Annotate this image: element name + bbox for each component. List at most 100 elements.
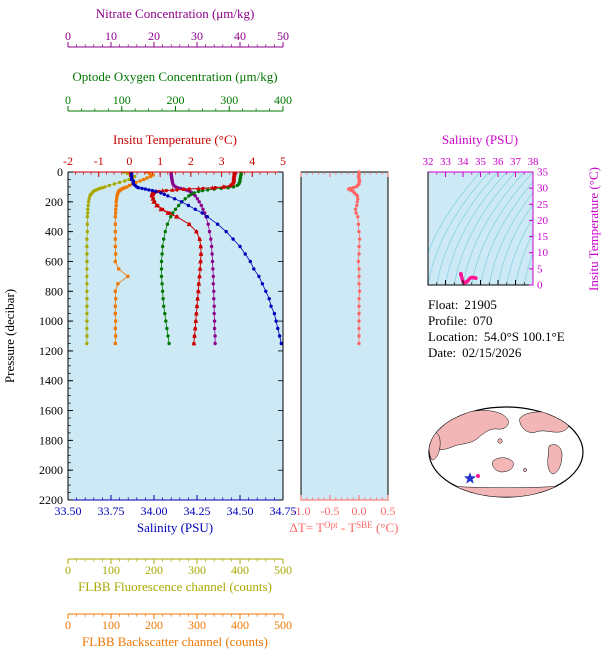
svg-text:200: 200 [145,563,163,577]
svg-text:33.50: 33.50 [55,504,82,518]
svg-text:32: 32 [423,156,434,168]
nitrate-axis-title: Nitrate Concentration (μm/kg) [96,6,255,21]
svg-text:1600: 1600 [39,404,63,418]
svg-text:34: 34 [458,156,470,168]
map-land-south-america [547,444,563,475]
svg-text:100: 100 [102,618,120,632]
svg-text:10: 10 [537,247,549,259]
svg-text:400: 400 [231,618,249,632]
float-info-line: Float: 21905 [428,297,497,312]
temperature-axis-title: Insitu Temperature (°C) [113,132,237,147]
svg-text:0: 0 [65,93,71,107]
svg-text:15: 15 [537,231,549,243]
svg-text:2200: 2200 [39,493,63,507]
svg-text:300: 300 [188,618,206,632]
main-plot-background [68,172,283,500]
svg-text:1: 1 [157,154,163,168]
map-land-indonesia [497,438,503,444]
backscatter-axis-title: FLBB Backscatter channel (counts) [82,634,268,649]
svg-text:-0.5: -0.5 [321,504,340,518]
salinity-axis-title: Salinity (PSU) [137,520,213,535]
svg-text:37: 37 [510,156,522,168]
svg-text:30: 30 [537,183,549,195]
svg-text:100: 100 [113,93,131,107]
svg-text:1800: 1800 [39,433,63,447]
svg-text:33.75: 33.75 [98,504,125,518]
svg-text:20: 20 [537,215,549,227]
svg-text:1200: 1200 [39,344,63,358]
delta-t-series [346,170,362,346]
svg-text:200: 200 [45,195,63,209]
svg-text:3: 3 [219,154,225,168]
map-land-greenland [566,409,578,419]
ts-salinity-axis-title: Salinity (PSU) [442,132,518,147]
svg-text:5: 5 [280,154,286,168]
svg-text:1400: 1400 [39,374,63,388]
float-trajectory-marker [476,474,480,478]
svg-text:35: 35 [537,167,549,179]
map-land-new-zealand [523,468,527,472]
svg-text:36: 36 [493,156,505,168]
svg-text:300: 300 [188,563,206,577]
svg-text:34.00: 34.00 [141,504,168,518]
svg-text:0: 0 [65,618,71,632]
svg-text:500: 500 [274,618,292,632]
svg-text:4: 4 [249,154,255,168]
svg-text:33: 33 [440,156,452,168]
svg-text:2: 2 [188,154,194,168]
location-info-line: Location: 54.0°S 100.1°E [428,329,565,344]
svg-text:34.25: 34.25 [184,504,211,518]
svg-text:600: 600 [45,254,63,268]
float-location-star-icon [463,472,477,484]
svg-text:30: 30 [191,29,203,43]
map-land-australia [492,457,514,473]
svg-text:20: 20 [148,29,160,43]
svg-text:1000: 1000 [39,314,63,328]
svg-text:0: 0 [126,154,132,168]
delta-t-panel-background [300,171,389,501]
svg-text:400: 400 [274,93,292,107]
svg-text:25: 25 [537,199,549,211]
svg-text:300: 300 [220,93,238,107]
svg-text:38: 38 [528,156,540,168]
svg-text:35: 35 [475,156,487,168]
pressure-axis-title: Pressure (decibar) [2,289,17,383]
svg-text:0: 0 [65,29,71,43]
map-land-north-america [519,411,569,433]
svg-text:200: 200 [167,93,185,107]
svg-text:0: 0 [537,280,543,292]
svg-text:0.5: 0.5 [381,504,396,518]
delta-t-axis-title: ΔT= TOpt - TSBE (°C) [290,520,399,535]
svg-text:-1: -1 [94,154,104,168]
date-info-line: Date: 02/15/2026 [428,345,522,360]
svg-text:200: 200 [145,618,163,632]
svg-text:400: 400 [231,563,249,577]
svg-text:5: 5 [537,263,543,275]
svg-text:-2: -2 [63,154,73,168]
svg-text:800: 800 [45,284,63,298]
float-info-block: Float: 21905 Profile: 070 Location: 54.0°S … [428,297,565,360]
svg-text:40: 40 [234,29,246,43]
ts-density-contours [428,172,533,285]
main-profile-series [85,172,283,346]
ts-panel-background [427,171,534,286]
svg-text:400: 400 [45,225,63,239]
svg-text:34.50: 34.50 [227,504,254,518]
fluorescence-axis-title: FLBB Fluorescence channel (counts) [78,579,272,594]
svg-text:100: 100 [102,563,120,577]
profile-info-line: Profile: 070 [428,313,493,328]
ts-curve [459,272,478,285]
ts-temperature-axis-title: Insitu Temperature (°C) [586,167,601,291]
axes-layer: 0 10 20 30 40 500 100 200 300 400-2 -1 0 1 2 3 4 533.50 3… [39,29,549,632]
svg-text:-1.0: -1.0 [292,504,311,518]
svg-text:34.75: 34.75 [270,504,297,518]
oxygen-axis-title: Optode Oxygen Concentration (μm/kg) [72,69,277,84]
svg-text:50: 50 [277,29,289,43]
world-map [428,406,584,498]
svg-text:0: 0 [65,563,71,577]
svg-text:0.0: 0.0 [352,504,367,518]
svg-text:0: 0 [57,165,63,179]
svg-text:500: 500 [274,563,292,577]
